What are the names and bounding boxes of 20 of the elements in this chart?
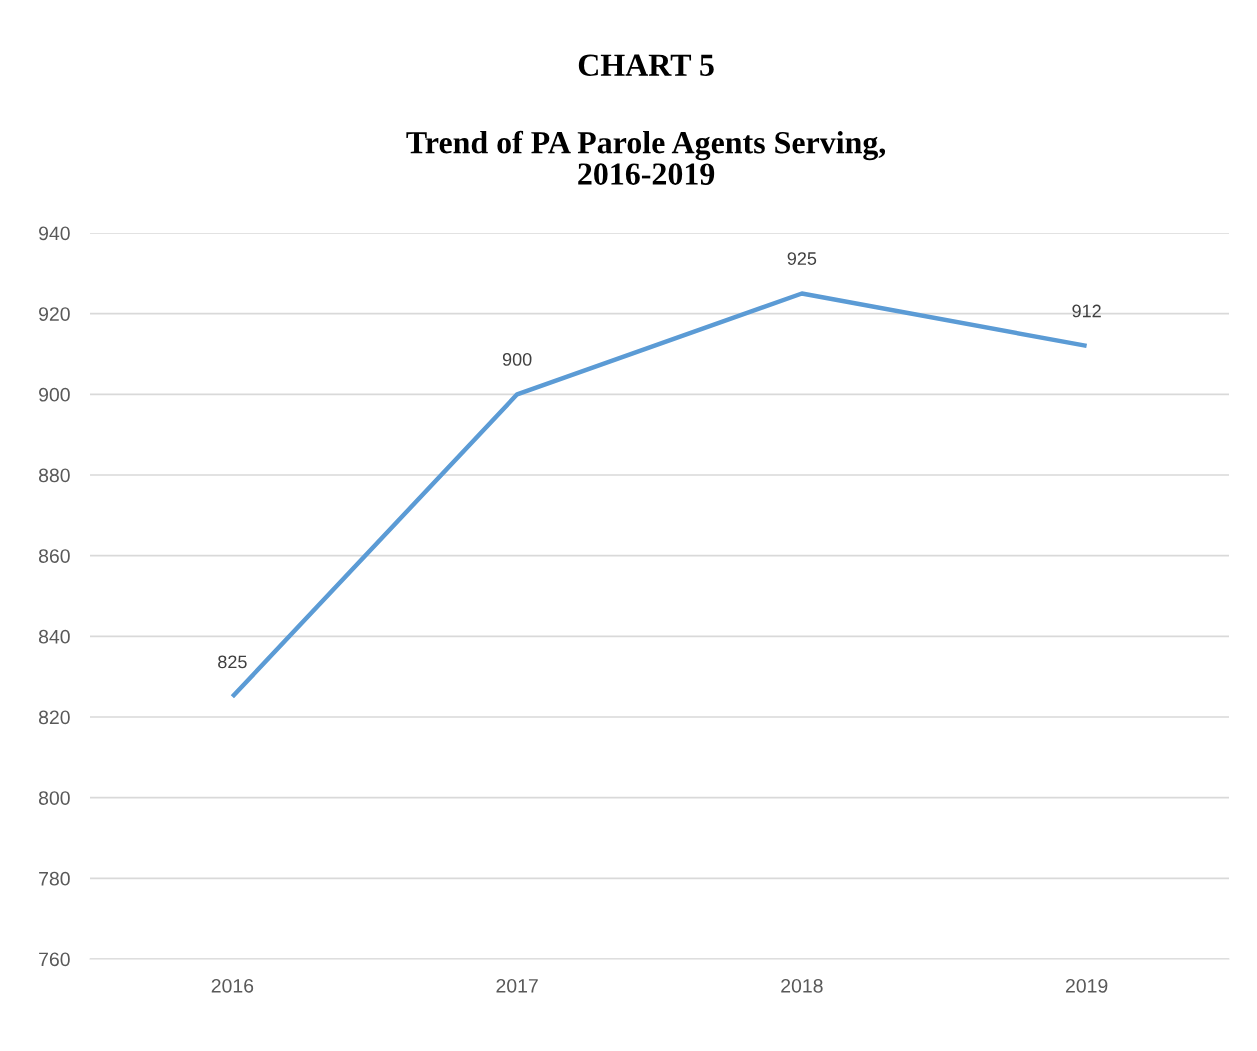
y-tick-label: 900 (39, 387, 70, 402)
data-label: 900 (502, 352, 532, 366)
y-tick-label: 880 (38, 468, 70, 483)
y-tick-label: 780 (39, 871, 70, 886)
y-tick-label: 860 (38, 549, 70, 563)
y-tick-label: 760 (39, 952, 70, 967)
x-tick-label: 2018 (781, 978, 823, 993)
x-tick-label: 2017 (496, 978, 538, 993)
chart-title: CHART 5 (578, 54, 714, 76)
chart-subtitle: Trend of PA Parole Agents Serving, 2016-2019 (406, 130, 886, 185)
x-tick-label: 2016 (211, 978, 254, 993)
data-label: 912 (1072, 304, 1101, 318)
data-label: 925 (787, 252, 817, 265)
y-tick-label: 920 (39, 307, 70, 321)
y-tick-label: 840 (38, 629, 70, 644)
y-tick-label: 940 (39, 226, 70, 241)
x-tick-label: 2019 (1065, 978, 1108, 993)
y-tick-label: 820 (38, 710, 70, 725)
y-tick-label: 800 (38, 791, 70, 805)
data-label: 825 (218, 655, 247, 669)
